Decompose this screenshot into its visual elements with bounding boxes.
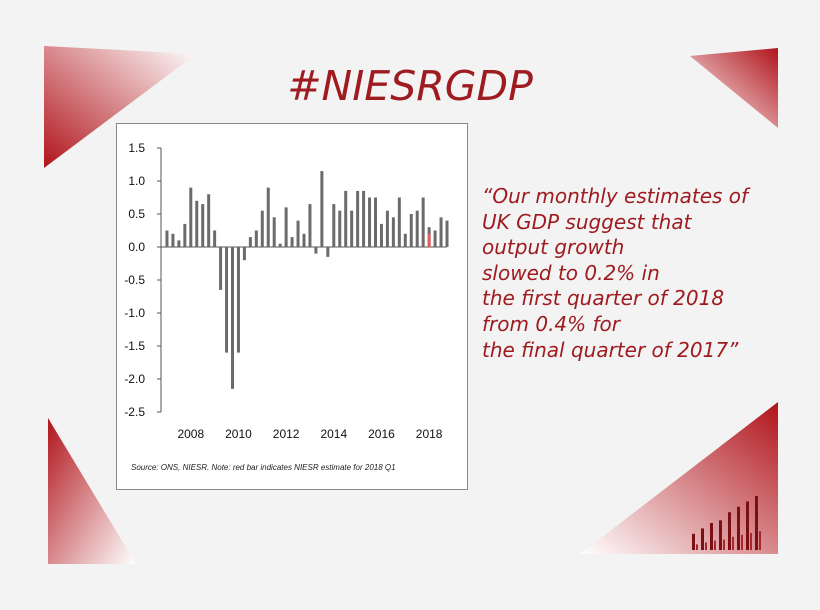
chart-bar: [356, 190, 360, 247]
x-tick-label: 2010: [225, 427, 252, 441]
mini-bar-logo: [692, 496, 761, 550]
chart-bar: [302, 233, 306, 247]
chart-bar: [439, 217, 443, 247]
chart-bar: [409, 214, 413, 247]
x-tick-label: 2008: [177, 427, 204, 441]
corner-triangle-top-right: [690, 48, 778, 128]
chart-bar: [397, 197, 401, 247]
chart-bar: [314, 247, 318, 254]
logo-bar: [746, 501, 749, 550]
chart-bar: [225, 247, 229, 353]
chart-bar: [219, 247, 223, 290]
quote-line: from 0.4% for: [482, 311, 621, 336]
y-tick-label: -1.5: [124, 339, 145, 353]
chart-bar: [374, 197, 377, 247]
chart-bar: [231, 247, 234, 389]
chart-bar: [338, 210, 342, 247]
chart-bar: [254, 230, 258, 247]
chart-bar: [290, 237, 294, 247]
logo-bar: [710, 523, 713, 550]
logo-bar: [737, 506, 740, 550]
headline: #NIESRGDP: [287, 62, 533, 110]
chart-bar: [177, 240, 181, 247]
y-tick-label: 0.0: [128, 240, 145, 254]
chart-bar: [272, 217, 276, 247]
gdp-bar-chart: 1.5 1.0 0.5 0.0 -0.5 -1.0 -1.5 -2.0 -2.5 2008 2010…: [124, 141, 449, 441]
chart-bar: [242, 247, 246, 261]
logo-bar: [714, 540, 716, 550]
logo-bar: [759, 531, 761, 550]
chart-bar: [308, 204, 312, 247]
chart-bar: [165, 230, 169, 247]
chart-bar: [296, 220, 300, 247]
logo-bar: [732, 536, 734, 550]
chart-bar: [415, 210, 419, 247]
chart-bar: [332, 204, 336, 247]
logo-bar: [728, 512, 731, 550]
quote-line: slowed to 0.2% in: [482, 260, 660, 285]
x-tick-label: 2014: [320, 427, 347, 441]
logo-bar: [723, 539, 725, 550]
y-tick-label: -0.5: [124, 273, 145, 287]
chart-bar: [320, 171, 324, 247]
y-tick-label: -2.5: [124, 405, 145, 419]
chart-bar: [433, 230, 437, 247]
quote-text: “Our monthly estimates of UK GDP suggest…: [482, 184, 782, 363]
chart-bar: [379, 223, 383, 247]
x-tick-label: 2016: [368, 427, 395, 441]
chart-bar: [385, 210, 389, 247]
chart-bar: [236, 247, 240, 353]
logo-bar: [692, 533, 695, 550]
chart-bar: [326, 247, 330, 257]
chart-bar: [266, 187, 270, 247]
logo-bar: [705, 542, 707, 550]
quote-line: “Our monthly estimates of: [482, 184, 749, 208]
y-tick-label: 0.5: [128, 207, 145, 221]
chart-bar: [445, 220, 449, 247]
chart-bar: [213, 230, 217, 247]
corner-triangle-top-left: [44, 46, 196, 168]
chart-bar: [207, 194, 211, 247]
chart-bar: [421, 197, 425, 247]
chart-bar: [391, 217, 395, 247]
chart-bar: [278, 243, 282, 247]
logo-bar: [696, 544, 698, 550]
chart-bar: [368, 197, 372, 247]
chart-bar: [284, 207, 288, 247]
logo-bar: [755, 496, 758, 550]
chart-bar: [183, 223, 187, 247]
quote-line: output growth: [482, 235, 625, 260]
chart-bar: [189, 187, 193, 247]
x-tick-label: 2012: [273, 427, 300, 441]
y-tick-label: 1.5: [128, 141, 145, 155]
quote-line: the first quarter of 2018: [482, 286, 725, 311]
chart-bar: [171, 233, 175, 247]
chart-bar: [248, 237, 252, 247]
chart-bar: [195, 200, 199, 247]
source-note: Source: ONS, NIESR. Note: red bar indica…: [131, 463, 396, 472]
chart-bar: [344, 190, 348, 247]
chart-bar: [201, 204, 205, 247]
y-tick-label: -1.0: [124, 306, 145, 320]
chart-bar: [362, 190, 366, 247]
x-tick-label: 2018: [416, 427, 443, 441]
corner-triangle-bottom-left: [48, 418, 136, 564]
chart-bar: [350, 210, 354, 247]
quote-line: the final quarter of 2017”: [482, 337, 739, 362]
chart-bar: [427, 233, 431, 247]
y-tick-label: -2.0: [124, 372, 145, 386]
logo-bar: [750, 532, 752, 550]
chart-bar: [260, 210, 264, 247]
quote-line: UK GDP suggest that: [482, 209, 692, 234]
chart-bar: [403, 233, 407, 247]
logo-bar: [741, 534, 743, 550]
logo-bar: [701, 528, 704, 550]
chart-card: 1.5 1.0 0.5 0.0 -0.5 -1.0 -1.5 -2.0 -2.5 2008 2010…: [116, 123, 468, 490]
logo-bar: [719, 520, 722, 550]
y-tick-label: 1.0: [128, 174, 145, 188]
